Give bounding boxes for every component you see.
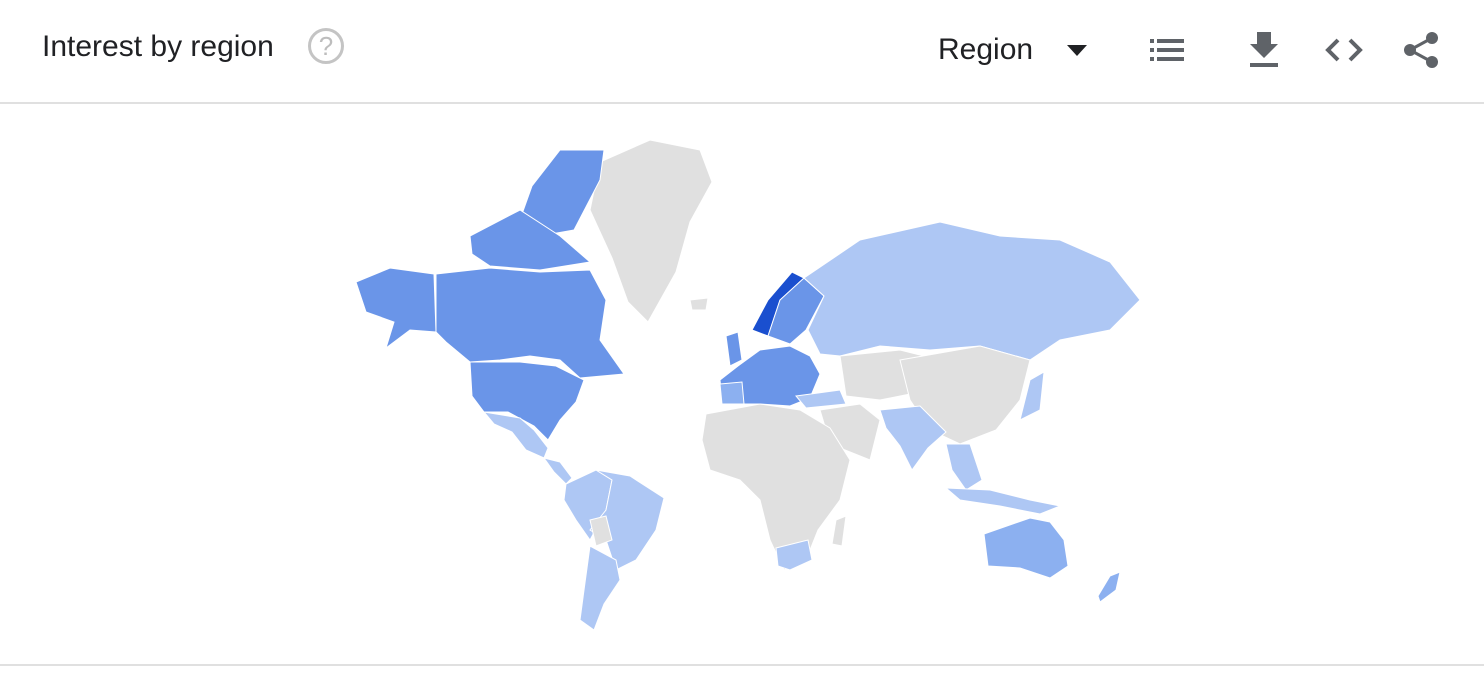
- region-alaska: [355, 267, 437, 350]
- region-canada-arctic-2: [469, 209, 592, 271]
- download-icon: [1250, 32, 1278, 67]
- region-bolivia: [589, 515, 613, 547]
- region-russia: [803, 221, 1141, 361]
- region-indonesia: [944, 487, 1062, 515]
- region-dropdown[interactable]: Region: [938, 30, 1088, 70]
- share-button[interactable]: [1400, 28, 1444, 72]
- code-icon: [1325, 38, 1363, 62]
- region-new-zealand: [1097, 571, 1121, 603]
- region-madagascar: [831, 515, 847, 547]
- region-canada: [435, 267, 625, 379]
- region-japan: [1019, 371, 1045, 421]
- region-argentina-chile: [579, 545, 621, 631]
- region-greenland: [589, 139, 713, 323]
- region-australia: [983, 517, 1069, 579]
- region-africa: [701, 403, 851, 571]
- help-circle-icon[interactable]: ?: [308, 28, 344, 64]
- list-view-button[interactable]: [1144, 28, 1188, 72]
- region-usa: [469, 361, 585, 441]
- region-south-africa: [775, 539, 813, 571]
- chart-header: Interest by region ? Region: [0, 0, 1484, 104]
- share-icon: [1404, 32, 1438, 68]
- region-uk: [725, 331, 743, 367]
- world-map-svg: [355, 139, 1141, 631]
- caret-down-icon: [1067, 44, 1088, 56]
- footer-divider: [0, 664, 1484, 666]
- world-map[interactable]: [0, 106, 1484, 664]
- region-iceland: [689, 297, 709, 311]
- page-title: Interest by region: [42, 30, 274, 63]
- embed-button[interactable]: [1322, 28, 1366, 72]
- region-spain: [719, 381, 745, 405]
- region-dropdown-value: Region: [938, 33, 1034, 66]
- region-india: [879, 405, 947, 471]
- region-turkey: [795, 389, 847, 409]
- download-button[interactable]: [1242, 28, 1286, 72]
- region-southeast-asia: [945, 443, 983, 491]
- list-icon: [1150, 39, 1184, 61]
- region-central-america: [542, 457, 573, 485]
